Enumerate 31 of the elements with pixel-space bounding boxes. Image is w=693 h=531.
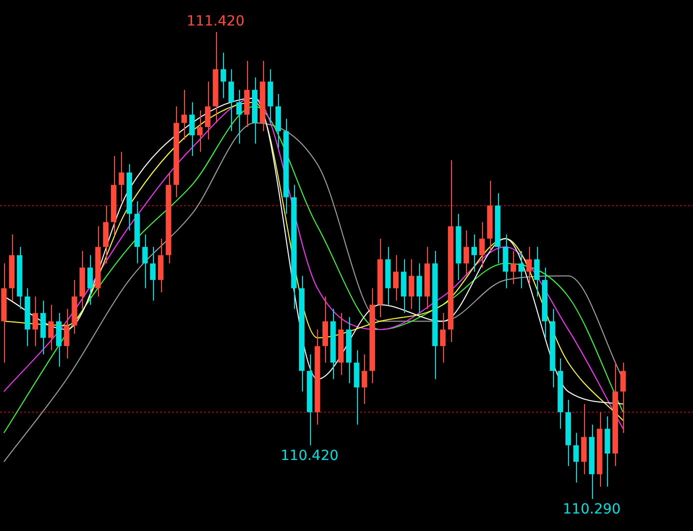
candlestick	[620, 362, 626, 434]
candlestick	[393, 254, 399, 302]
candlestick	[118, 151, 124, 202]
candlestick	[87, 254, 93, 306]
candlestick	[362, 354, 368, 404]
candlestick	[32, 296, 38, 347]
candlestick	[440, 312, 446, 364]
candlestick	[518, 250, 524, 289]
candlestick	[204, 81, 210, 140]
annotation: 110.290	[562, 502, 621, 518]
candlestick	[573, 432, 579, 483]
candlestick	[48, 304, 54, 351]
candlestick	[408, 258, 414, 310]
candlestick	[220, 52, 226, 99]
annotation: 110.420	[280, 448, 339, 464]
candlestick	[534, 246, 540, 297]
candlestick	[150, 246, 156, 302]
candlestick	[526, 246, 532, 285]
candlestick	[416, 262, 422, 314]
candlestick	[464, 230, 470, 276]
candlestick	[197, 110, 203, 152]
candlestick	[142, 234, 148, 289]
annotation: 111.420	[186, 14, 244, 30]
candlestick	[228, 68, 234, 132]
candlestick	[181, 89, 187, 140]
candlestick	[189, 102, 195, 156]
candlestick	[479, 222, 485, 268]
candlestick	[64, 308, 70, 359]
candlestick	[471, 234, 477, 272]
candlestick	[510, 250, 516, 285]
candlestick	[236, 89, 242, 144]
